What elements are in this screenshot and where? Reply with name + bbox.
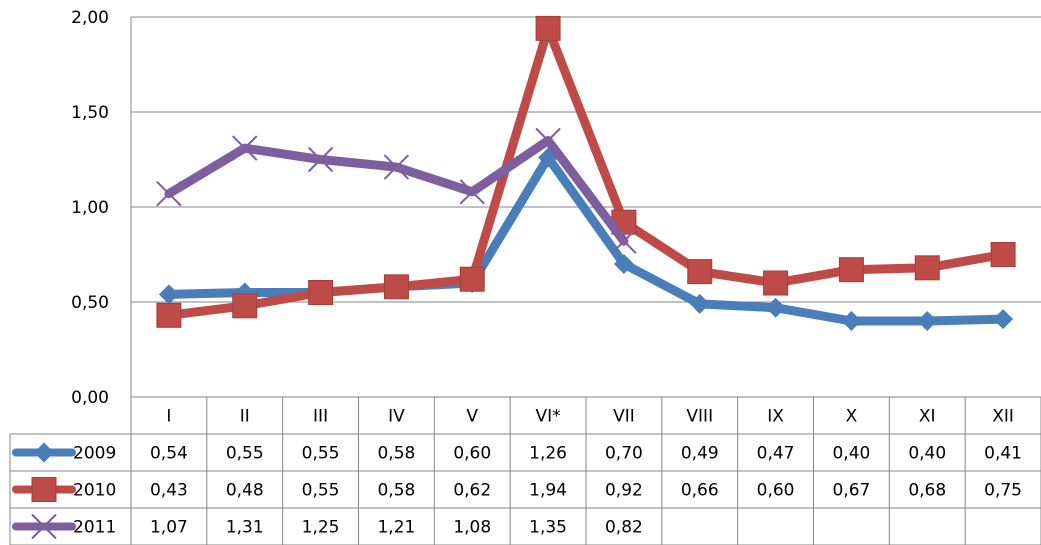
data-point-marker	[838, 257, 864, 283]
series-2011	[156, 127, 637, 254]
data-label: 0,55	[302, 481, 340, 501]
data-point-marker	[156, 180, 182, 207]
series-2010	[156, 15, 1016, 328]
data-label: 0,60	[757, 481, 795, 501]
series-2009	[158, 147, 1014, 331]
data-point-marker	[34, 442, 54, 463]
category-label: VIII	[686, 407, 713, 427]
y-tick-label: 1,00	[71, 198, 109, 218]
data-point-marker	[158, 284, 179, 305]
data-label: 0,48	[226, 481, 264, 501]
data-point-marker	[763, 270, 789, 296]
table-row-2010: 2010 0,43 0,48 0,55 0,58 0,62 1,94 0,92 0,66 0,60…	[12, 477, 1022, 502]
data-point-marker	[383, 154, 410, 180]
y-axis-ticks: 0,00 0,50 1,00 1,50 2,00	[71, 8, 109, 408]
category-label: XI	[919, 407, 936, 427]
data-point-marker	[613, 254, 634, 274]
data-label: 0,43	[150, 481, 188, 501]
series-line	[164, 23, 1008, 320]
data-table	[9, 396, 1041, 545]
legend-label: 2010	[73, 481, 116, 501]
data-label: 0,68	[908, 481, 946, 501]
category-label: V	[466, 407, 478, 427]
category-label: IV	[388, 407, 405, 427]
data-point-marker	[307, 146, 334, 173]
category-label: IX	[767, 407, 784, 427]
y-tick-label: 2,00	[71, 8, 109, 28]
table-row-2011: 2011 1,07 1,31 1,25 1,21 1,08 1,35 0,82	[12, 513, 643, 540]
data-label: 0,41	[984, 444, 1022, 464]
legend-label: 2009	[73, 444, 116, 464]
data-label: 0,75	[984, 481, 1022, 501]
gridlines	[131, 16, 1041, 303]
data-label: 0,92	[605, 481, 643, 501]
data-label: 0,40	[908, 444, 946, 464]
data-point-marker	[535, 127, 561, 154]
data-point-marker	[31, 513, 57, 540]
data-label: 0,49	[681, 444, 719, 464]
data-label: 0,55	[226, 444, 264, 464]
category-label: XII	[992, 407, 1014, 427]
x-axis-categories: I II III IV V VI* VII VIII IX X XI XII	[166, 407, 1014, 427]
data-point-marker	[459, 179, 485, 205]
data-point-marker	[993, 309, 1014, 330]
data-point-marker	[31, 477, 57, 502]
data-point-marker	[535, 15, 561, 41]
data-point-marker	[765, 297, 786, 318]
data-point-marker	[383, 274, 409, 300]
data-label: 1,94	[529, 481, 567, 501]
data-label: 1,21	[377, 518, 415, 538]
data-label: 0,58	[377, 444, 415, 464]
category-label: II	[240, 407, 250, 427]
data-label: 1,25	[302, 518, 340, 538]
category-label: I	[166, 407, 171, 427]
table-row-2009: 2009 0,54 0,55 0,55 0,58 0,60 1,26 0,70 0,49 0,47…	[12, 442, 1022, 464]
data-label: 1,07	[150, 518, 188, 538]
data-point-marker	[689, 293, 710, 314]
data-label: 0,82	[605, 518, 643, 538]
data-label: 1,26	[529, 444, 567, 464]
data-point-marker	[914, 255, 940, 281]
data-label: 0,67	[832, 481, 870, 501]
data-point-marker	[459, 266, 485, 292]
data-label: 0,47	[757, 444, 795, 464]
data-label: 0,66	[681, 481, 719, 501]
category-label: VII	[613, 407, 635, 427]
y-tick-label: 0,00	[71, 388, 109, 408]
data-point-marker	[308, 280, 334, 305]
data-label: 0,62	[453, 481, 491, 501]
data-label: 0,60	[453, 444, 491, 464]
data-label: 0,70	[605, 444, 643, 464]
data-point-marker	[917, 311, 938, 331]
data-point-marker	[611, 228, 637, 254]
data-point-marker	[232, 135, 258, 161]
data-label: 0,58	[377, 481, 415, 501]
data-label: 0,54	[150, 444, 188, 464]
category-label: III	[313, 407, 328, 427]
y-tick-label: 1,50	[71, 103, 109, 123]
data-point-marker	[990, 242, 1016, 267]
data-label: 1,31	[226, 518, 264, 538]
data-point-marker	[841, 311, 862, 331]
legend-label: 2011	[73, 518, 116, 538]
data-label: 0,40	[832, 444, 870, 464]
data-label: 1,35	[529, 518, 567, 538]
data-label: 1,08	[453, 518, 491, 538]
category-label: VI*	[536, 407, 561, 427]
data-point-marker	[232, 293, 258, 319]
data-label: 0,55	[302, 444, 340, 464]
category-label: X	[846, 407, 858, 427]
data-point-marker	[687, 259, 713, 285]
y-tick-label: 0,50	[71, 293, 109, 313]
data-point-marker	[156, 302, 182, 328]
